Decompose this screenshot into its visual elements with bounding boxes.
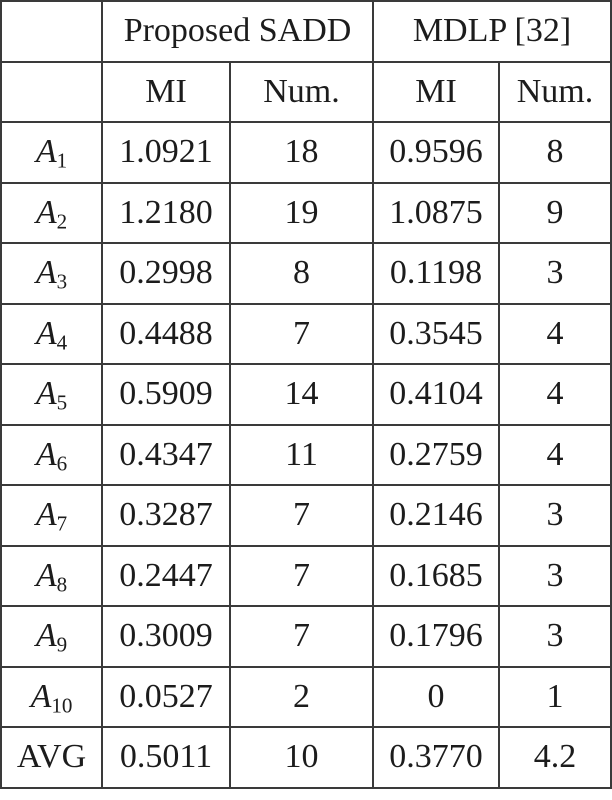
row-label-base: AVG [16,738,87,776]
corner-cell-top [0,0,103,63]
row-label-subscript: 10 [51,693,73,718]
cell-mdlp-num: 3 [497,605,612,668]
cell-sadd-mi: 0.2998 [101,242,231,305]
row-label-subscript: 8 [56,572,68,597]
cell-mdlp-num: 4.2 [497,726,612,789]
row-label-base: A [35,193,57,231]
col-header-mdlp-mi: MI [372,60,500,123]
cell-sadd-num: 8 [229,242,374,305]
cell-sadd-num: 19 [229,181,374,244]
cell-mdlp-num: 8 [497,121,612,184]
row-label: A9 [0,605,103,668]
row-label: A1 [0,121,103,184]
group-header-mdlp: MDLP [32] [371,0,612,63]
row-label-subscript: 1 [56,148,68,173]
cell-sadd-mi: 0.4488 [101,302,231,365]
cell-mdlp-num: 3 [497,544,612,607]
cell-mdlp-mi: 0.3545 [372,302,500,365]
table-row-a9: A9 0.3009 7 0.1796 3 [0,605,612,668]
col-header-mdlp-num: Num. [497,60,612,123]
cell-sadd-num: 2 [229,665,374,728]
cell-sadd-mi: 0.4347 [101,423,231,486]
row-label-base: A [35,435,57,473]
row-label: A2 [0,181,103,244]
cell-sadd-mi: 1.0921 [101,121,231,184]
cell-sadd-mi: 0.0527 [101,665,231,728]
cell-sadd-mi: 0.3009 [101,605,231,668]
cell-mdlp-mi: 0.1198 [372,242,500,305]
cell-mdlp-mi: 0.1796 [372,605,500,668]
row-label-base: A [35,254,57,292]
table-row-a2: A2 1.2180 19 1.0875 9 [0,181,612,244]
cell-mdlp-mi: 0.9596 [372,121,500,184]
row-label-subscript: 4 [56,330,68,355]
cell-mdlp-num: 4 [497,302,612,365]
table-row-a10: A10 0.0527 2 0 1 [0,665,612,728]
cell-sadd-num: 7 [229,302,374,365]
row-label-base: A [35,617,57,655]
row-label-base: A [35,133,57,171]
cell-sadd-num: 7 [229,605,374,668]
row-label-subscript: 9 [56,632,68,657]
cell-mdlp-num: 4 [497,423,612,486]
col-header-sadd-num: Num. [229,60,374,123]
cell-mdlp-mi: 0.1685 [372,544,500,607]
cell-sadd-num: 7 [229,544,374,607]
cell-mdlp-mi: 0.3770 [372,726,500,789]
col-header-sadd-mi: MI [101,60,231,123]
cell-mdlp-mi: 0.4104 [372,363,500,426]
cell-mdlp-mi: 0.2146 [372,484,500,547]
cell-mdlp-mi: 0.2759 [372,423,500,486]
sub-header-row: MI Num. MI Num. [0,60,612,123]
table-row-a5: A5 0.5909 14 0.4104 4 [0,363,612,426]
cell-sadd-num: 18 [229,121,374,184]
cell-mdlp-num: 3 [497,484,612,547]
corner-cell-sub [0,60,103,123]
row-label: A6 [0,423,103,486]
cell-sadd-mi: 0.2447 [101,544,231,607]
row-label: A4 [0,302,103,365]
cell-sadd-num: 11 [229,423,374,486]
row-label-subscript: 3 [56,269,68,294]
row-label-subscript: 7 [56,511,68,536]
cell-sadd-mi: 1.2180 [101,181,231,244]
row-label-base: A [35,556,57,594]
table-row-a6: A6 0.4347 11 0.2759 4 [0,423,612,486]
row-label-base: A [35,314,57,352]
table-row-a8: A8 0.2447 7 0.1685 3 [0,544,612,607]
row-label: AVG [0,726,103,789]
row-label: A7 [0,484,103,547]
cell-mdlp-num: 9 [497,181,612,244]
table-row-a4: A4 0.4488 7 0.3545 4 [0,302,612,365]
row-label: A3 [0,242,103,305]
cell-sadd-num: 14 [229,363,374,426]
row-label-subscript: 5 [56,390,68,415]
row-label: A5 [0,363,103,426]
row-label-base: A [35,496,57,534]
table-row-a1: A1 1.0921 18 0.9596 8 [0,121,612,184]
cell-sadd-mi: 0.3287 [101,484,231,547]
cell-sadd-num: 7 [229,484,374,547]
group-header-proposed-sadd: Proposed SADD [101,0,374,63]
cell-mdlp-num: 1 [497,665,612,728]
row-label: A8 [0,544,103,607]
row-label-subscript: 6 [56,451,68,476]
table-row-a3: A3 0.2998 8 0.1198 3 [0,242,612,305]
cell-mdlp-num: 4 [497,363,612,426]
row-label-subscript: 2 [56,209,68,234]
cell-sadd-mi: 0.5909 [101,363,231,426]
table-row-avg: AVG 0.5011 10 0.3770 4.2 [0,726,612,789]
row-label-base: A [35,375,57,413]
cell-sadd-num: 10 [229,726,374,789]
cell-mdlp-mi: 0 [372,665,500,728]
row-label: A10 [0,665,103,728]
group-header-row: Proposed SADD MDLP [32] [0,0,612,63]
row-label-base: A [30,677,52,715]
cell-mdlp-num: 3 [497,242,612,305]
cell-sadd-mi: 0.5011 [101,726,231,789]
cell-mdlp-mi: 1.0875 [372,181,500,244]
table-row-a7: A7 0.3287 7 0.2146 3 [0,484,612,547]
